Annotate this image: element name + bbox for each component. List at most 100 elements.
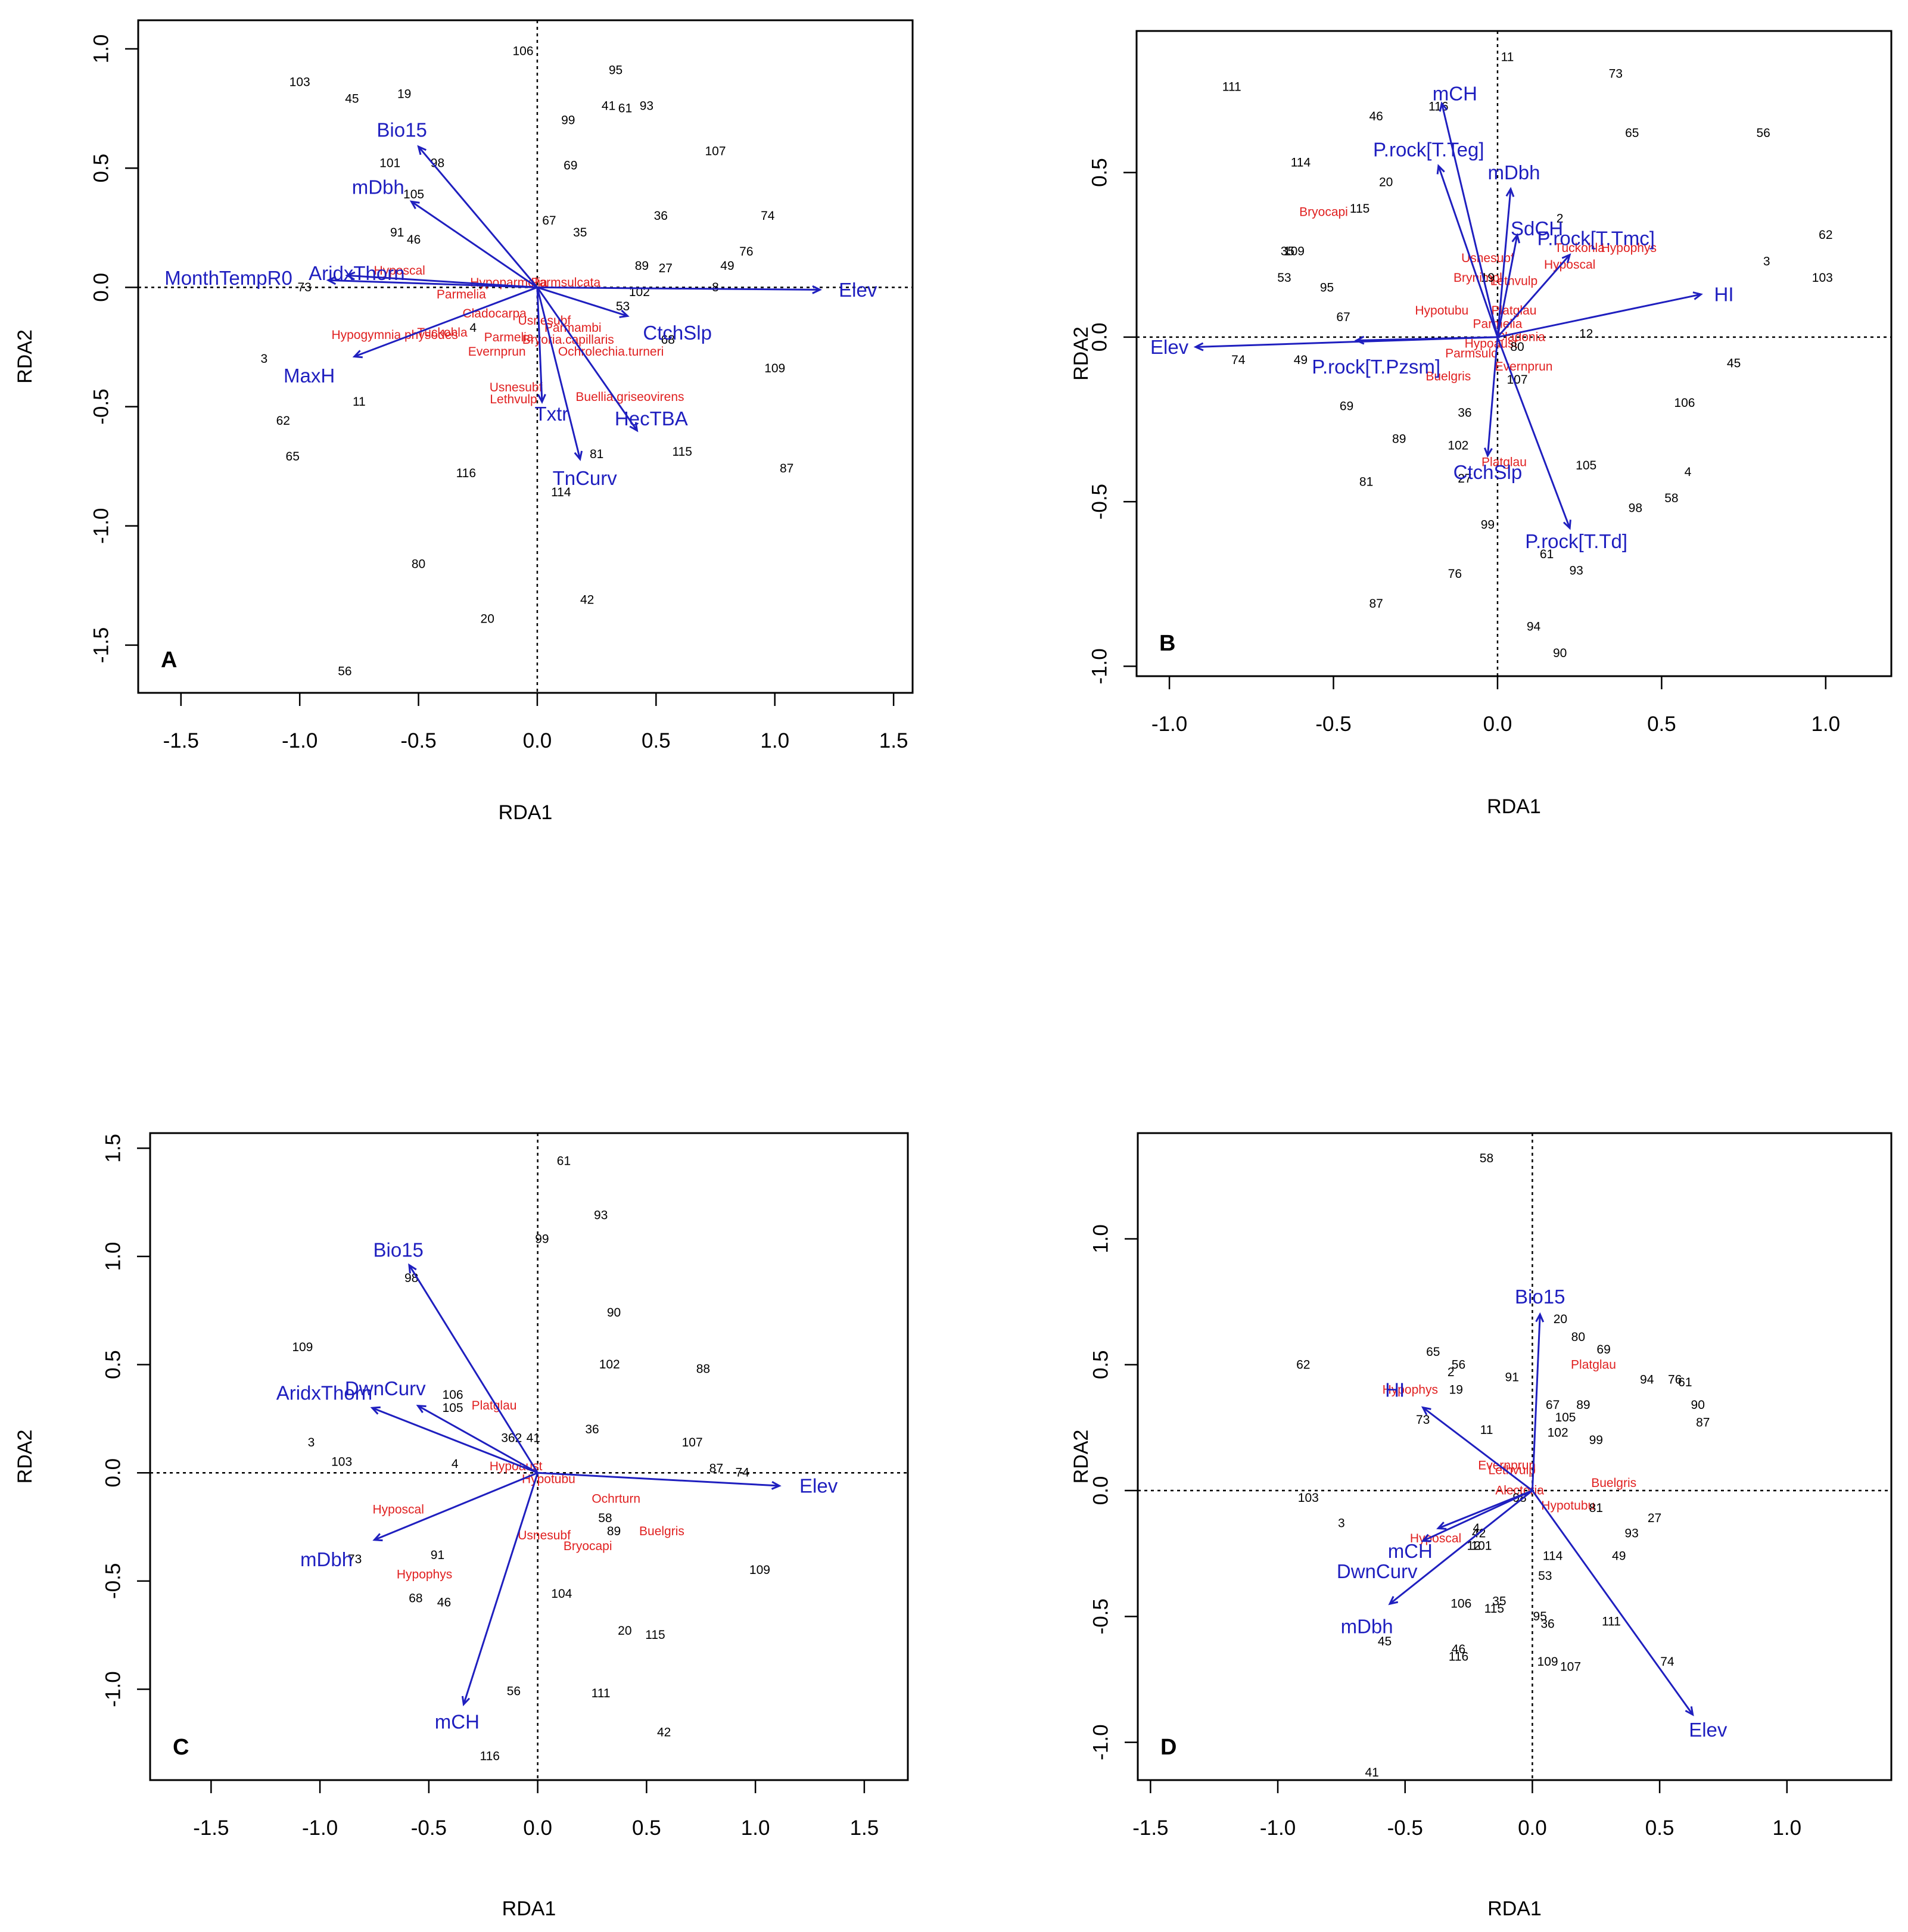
biplot-arrow — [1496, 337, 1571, 528]
biplot-arrow — [1531, 1314, 1541, 1491]
site-label: 93 — [1569, 564, 1583, 578]
x-tick-label: 0.0 — [1518, 1816, 1547, 1840]
species-label: Bryocapi — [1299, 205, 1348, 219]
arrow-label: TnCurv — [553, 467, 618, 489]
y-tick-label: -1.0 — [90, 508, 113, 544]
site-label: 11 — [353, 395, 366, 409]
site-label: 27 — [1648, 1511, 1661, 1525]
site-label: 58 — [1480, 1152, 1493, 1165]
species-label: Hypoaust — [1465, 337, 1518, 350]
site-label: 80 — [1510, 340, 1524, 354]
x-axis-label: RDA1 — [499, 801, 553, 824]
y-tick-label: 0.5 — [1090, 1350, 1113, 1379]
biplot-arrow — [372, 1407, 539, 1474]
site-label: 102 — [1548, 1426, 1568, 1439]
site-label: 46 — [407, 233, 421, 247]
x-tick-label: 1.0 — [1811, 713, 1840, 736]
arrow-head — [574, 450, 583, 461]
site-label: 115 — [1350, 202, 1369, 216]
arrow-head — [1421, 1533, 1431, 1542]
site-label: 103 — [331, 1455, 352, 1469]
site-label: 69 — [1340, 399, 1353, 413]
arrow-label: mCH — [435, 1710, 480, 1732]
site-label: 11 — [1480, 1423, 1493, 1437]
species-label: Hypotubu — [1541, 1499, 1595, 1513]
arrow-head — [1388, 1595, 1399, 1606]
biplot-arrow — [537, 286, 628, 317]
biplot-arrow — [418, 146, 539, 288]
species-label: Hypotubu — [1415, 304, 1468, 318]
arrow-head — [619, 309, 630, 318]
species-label: Platglau — [1481, 455, 1527, 469]
arrow-head — [345, 271, 356, 281]
arrow-label: Elev — [1150, 336, 1189, 358]
x-tick-label: -1.0 — [302, 1816, 338, 1840]
site-label: 46 — [1452, 1642, 1465, 1656]
site-label: 69 — [1596, 1343, 1610, 1357]
x-tick-label: 1.5 — [879, 729, 908, 752]
site-label: 65 — [286, 450, 300, 463]
biplot-arrow — [1422, 1407, 1533, 1492]
species-label: Lethvulp — [1490, 274, 1537, 288]
site-label: 3 — [1338, 1516, 1345, 1530]
arrow-head — [370, 1406, 381, 1415]
site-label: 73 — [1416, 1413, 1430, 1427]
site-label: 90 — [1553, 646, 1567, 660]
site-label: 94 — [1527, 620, 1541, 634]
site-label: 95 — [609, 64, 622, 77]
site-label: 45 — [345, 92, 359, 106]
plot-frame — [1135, 30, 1893, 677]
species-label: Hypogymnia.physodes — [331, 328, 457, 342]
site-label: 99 — [535, 1232, 549, 1246]
site-label: 98 — [1629, 502, 1642, 515]
site-label: 93 — [640, 99, 653, 113]
arrow-label: DwnCurv — [345, 1377, 426, 1399]
biplot-arrow — [1486, 337, 1499, 456]
y-tick-label: 1.0 — [1090, 1224, 1113, 1253]
y-tick-label: -1.0 — [1090, 1724, 1113, 1760]
site-label: 76 — [739, 245, 753, 259]
panel-letter: C — [173, 1735, 189, 1760]
arrow-head — [1535, 1312, 1545, 1323]
species-label: Parmsulc — [1445, 347, 1498, 360]
arrow-head — [1436, 1522, 1447, 1530]
site-label: 45 — [1378, 1635, 1392, 1648]
site-label: 87 — [780, 462, 793, 475]
species-label: Hyposcal — [373, 1502, 424, 1516]
biplot-arrow — [1389, 1489, 1533, 1605]
site-label: 68 — [661, 333, 675, 347]
plot-frame — [149, 1132, 909, 1781]
biplot-arrow — [537, 1471, 780, 1487]
biplot-arrow — [1496, 254, 1571, 338]
site-label: 109 — [292, 1340, 313, 1354]
site-label: 65 — [1426, 1345, 1440, 1359]
site-label: 107 — [1560, 1660, 1581, 1673]
site-label: 91 — [431, 1548, 444, 1562]
site-label: 4 — [469, 321, 477, 335]
species-label: Usnesubf — [1461, 251, 1514, 265]
x-tick-label: 1.0 — [1772, 1816, 1801, 1840]
site-label: 106 — [443, 1388, 463, 1402]
site-label: 105 — [1576, 459, 1596, 472]
site-label: 89 — [607, 1525, 621, 1538]
site-label: 103 — [1812, 271, 1833, 285]
panel-d: -1.5 -1.0 -0.5 0.0 0.5 1.0 -1.0 -0.5 0.0 0.5 1.0 RD… — [1070, 1132, 1893, 1920]
species-label: Evernprun — [1478, 1458, 1536, 1472]
arrow-head — [812, 285, 822, 294]
site-label: 115 — [645, 1628, 665, 1642]
x-tick-label: 0.5 — [632, 1816, 661, 1840]
x-tick-label: -0.5 — [400, 729, 436, 752]
biplot-arrow — [328, 279, 537, 288]
biplot-arrow — [354, 286, 538, 357]
site-label: 49 — [1294, 353, 1308, 367]
species-label: Usnesubf — [518, 1529, 571, 1542]
site-label: 58 — [598, 1511, 612, 1525]
arrow-label: Elev — [1689, 1719, 1728, 1741]
biplot-arrow — [1437, 166, 1499, 338]
site-label: 95 — [1533, 1610, 1547, 1623]
site-label: 36 — [1458, 406, 1471, 419]
site-label: 68 — [409, 1591, 422, 1605]
biplot-arrow — [373, 1471, 539, 1541]
site-label: 61 — [1540, 547, 1554, 561]
biplot-arrow — [536, 287, 581, 460]
